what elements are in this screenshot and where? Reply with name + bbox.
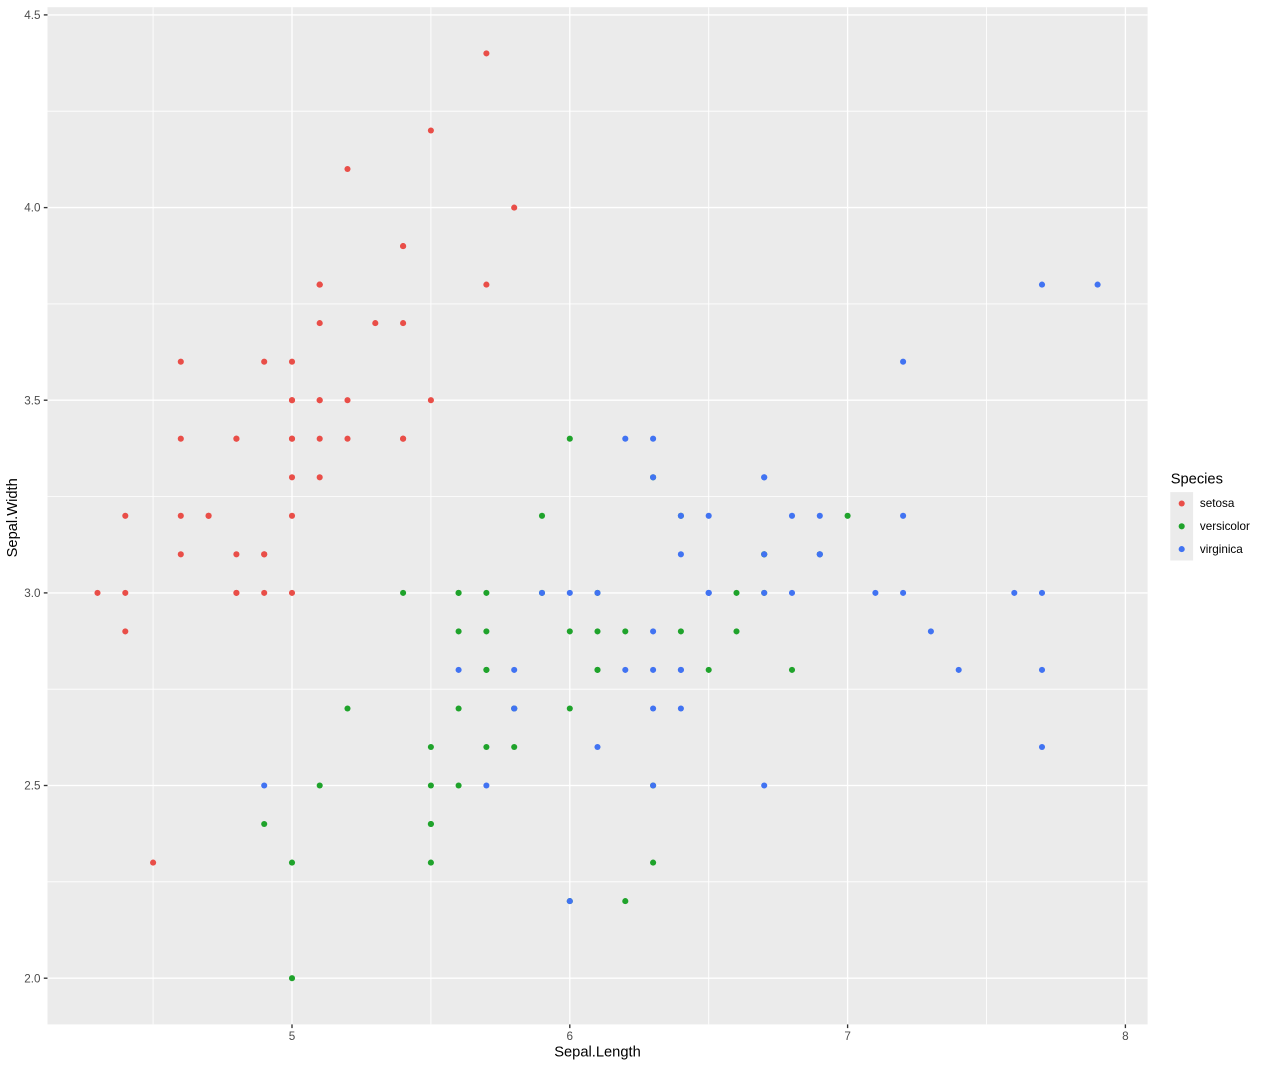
svg-text:8: 8 (1122, 1030, 1129, 1043)
svg-text:versicolor: versicolor (1200, 520, 1250, 533)
svg-text:setosa: setosa (1200, 497, 1235, 510)
svg-text:Sepal.Width: Sepal.Width (5, 478, 21, 557)
svg-text:3.0: 3.0 (24, 587, 41, 600)
svg-text:7: 7 (844, 1030, 851, 1043)
svg-text:3.5: 3.5 (24, 394, 41, 407)
svg-text:2.0: 2.0 (24, 972, 41, 985)
svg-text:4.5: 4.5 (24, 9, 41, 22)
svg-text:5: 5 (289, 1030, 296, 1043)
svg-text:Species: Species (1171, 472, 1223, 488)
svg-text:4.0: 4.0 (24, 202, 41, 215)
svg-text:Sepal.Length: Sepal.Length (554, 1044, 641, 1060)
svg-text:virginica: virginica (1200, 543, 1243, 556)
svg-text:6: 6 (567, 1030, 574, 1043)
svg-text:2.5: 2.5 (24, 780, 41, 793)
